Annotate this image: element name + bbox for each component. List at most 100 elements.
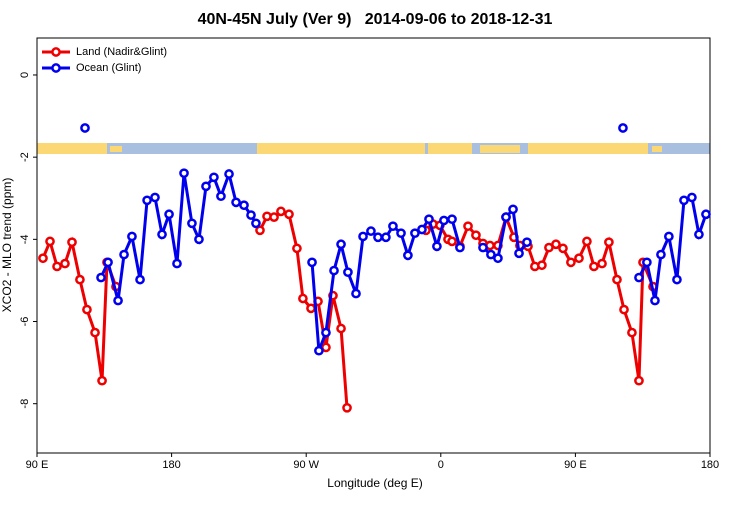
data-point (187, 218, 197, 229)
x-tick-label: 90 W (293, 459, 319, 471)
data-point (582, 236, 592, 247)
data-point (551, 239, 561, 250)
data-point (239, 200, 249, 211)
series-line (41, 209, 655, 408)
data-point (627, 327, 637, 338)
x-tick-label: 0 (438, 459, 444, 471)
data-point (403, 250, 413, 261)
data-point (306, 303, 316, 314)
data-point (558, 243, 568, 254)
data-point (679, 195, 689, 206)
data-point (410, 228, 420, 239)
data-point (672, 274, 682, 285)
data-point (127, 231, 137, 242)
data-point (119, 249, 129, 260)
data-point (321, 327, 331, 338)
y-tick-label: -2 (19, 152, 31, 162)
data-point (351, 288, 361, 299)
data-point (501, 212, 511, 222)
data-point (424, 214, 434, 225)
data-point (224, 169, 234, 179)
data-point (701, 209, 711, 220)
data-point (493, 253, 503, 264)
data-point (381, 232, 391, 243)
data-point (38, 253, 48, 264)
data-point (612, 274, 622, 285)
data-point (307, 257, 317, 268)
data-point (634, 272, 644, 283)
x-tick-label: 180 (701, 459, 719, 471)
data-point (157, 229, 167, 240)
y-tick-label: -6 (19, 317, 31, 327)
legend-label: Ocean (Glint) (76, 62, 141, 74)
data-point (67, 237, 77, 248)
data-point (486, 249, 496, 260)
data-point (439, 215, 449, 226)
data-point (97, 375, 107, 386)
data-point (60, 258, 70, 269)
data-point (604, 237, 614, 248)
y-tick-label: -8 (19, 399, 31, 409)
data-point (336, 323, 346, 334)
data-point (284, 209, 294, 220)
data-point (432, 241, 442, 252)
data-point (514, 248, 524, 259)
data-point (45, 236, 55, 247)
data-point (650, 295, 660, 306)
data-point (179, 168, 189, 179)
data-point (574, 253, 584, 264)
data-point (664, 231, 674, 242)
data-point (164, 209, 174, 220)
data-point (298, 293, 308, 304)
data-point (589, 261, 599, 272)
data-point (201, 181, 211, 192)
data-point (537, 260, 547, 271)
data-point (209, 172, 219, 183)
data-point (642, 257, 652, 268)
data-point (471, 230, 481, 241)
data-point (103, 257, 113, 268)
data-point (373, 232, 383, 243)
data-point (150, 192, 160, 203)
data-point (687, 192, 697, 203)
data-point (82, 304, 92, 315)
data-point (52, 261, 62, 272)
data-point (358, 231, 368, 242)
data-point (366, 226, 376, 236)
data-point (447, 236, 457, 247)
data-point (113, 295, 123, 306)
x-tick-label: 180 (162, 459, 180, 471)
legend-marker (51, 47, 61, 57)
series-line (99, 168, 708, 352)
data-point (329, 265, 339, 276)
data-point (216, 191, 226, 202)
data-point (251, 218, 261, 229)
data-point (96, 272, 106, 283)
data-point (342, 402, 352, 413)
data-point (90, 327, 100, 338)
data-point (417, 224, 427, 235)
data-point (694, 229, 704, 240)
data-point (619, 304, 629, 315)
x-axis-label: Longitude (deg E) (327, 476, 422, 490)
y-axis-label: XCO2 - MLO trend (ppm) (0, 178, 14, 313)
data-point (75, 274, 85, 285)
data-point (80, 123, 90, 133)
x-tick-label: 90 E (564, 459, 587, 471)
data-point (343, 267, 353, 278)
y-tick-label: 0 (19, 72, 31, 78)
data-point (142, 195, 152, 206)
data-point (269, 212, 279, 222)
y-tick-label: -4 (19, 234, 31, 244)
data-point (618, 123, 628, 133)
legend-marker (51, 63, 61, 73)
data-point (656, 249, 666, 260)
data-point (566, 257, 576, 268)
data-point (246, 210, 256, 220)
data-point (463, 221, 473, 232)
data-point (276, 206, 286, 217)
data-point (396, 228, 406, 239)
data-point (231, 197, 241, 208)
data-point (522, 237, 532, 248)
legend-label: Land (Nadir&Glint) (76, 46, 167, 58)
